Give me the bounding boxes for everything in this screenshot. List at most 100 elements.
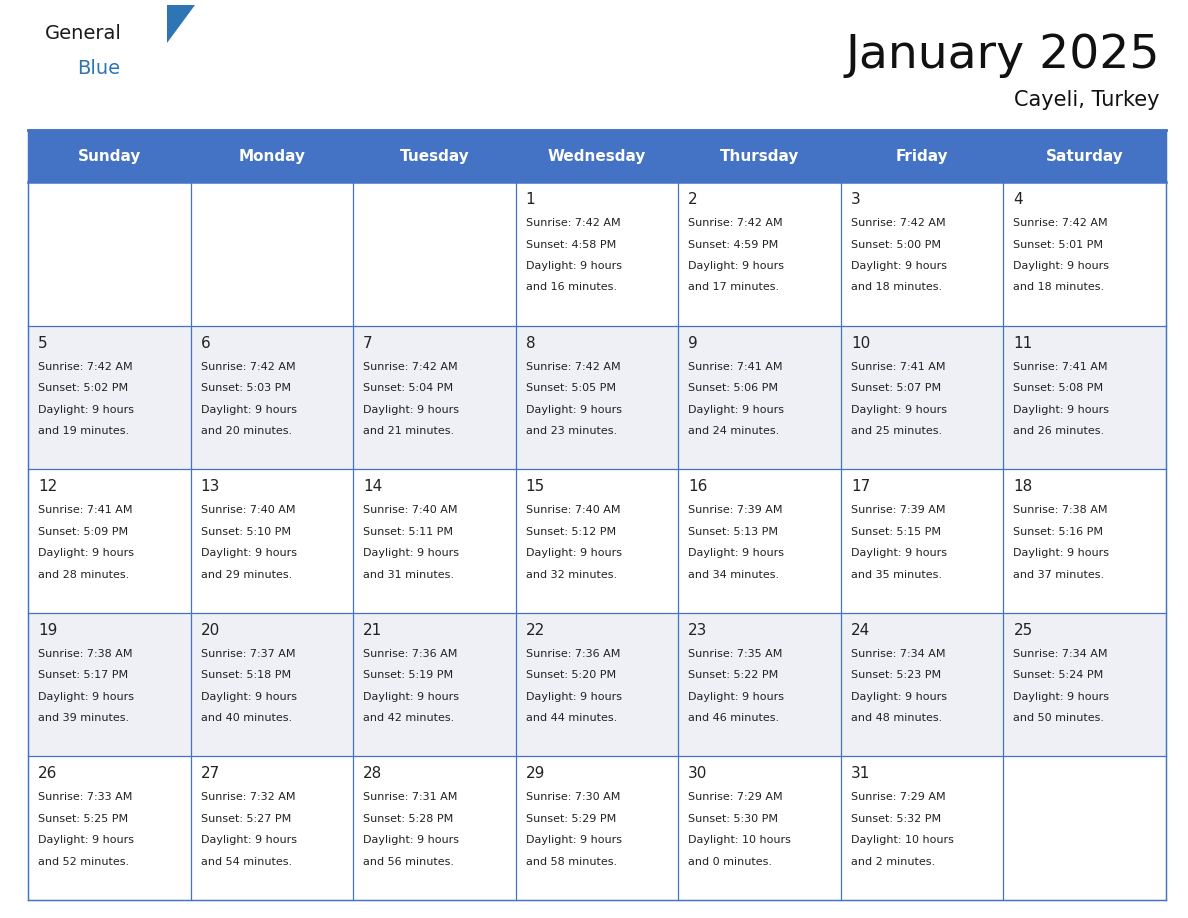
Text: Daylight: 9 hours: Daylight: 9 hours xyxy=(1013,261,1110,271)
Text: 16: 16 xyxy=(688,479,708,494)
Bar xyxy=(29,326,190,469)
Text: Daylight: 9 hours: Daylight: 9 hours xyxy=(688,261,784,271)
Bar xyxy=(190,756,353,900)
Text: Daylight: 9 hours: Daylight: 9 hours xyxy=(688,548,784,558)
Text: Daylight: 9 hours: Daylight: 9 hours xyxy=(688,405,784,415)
Bar xyxy=(516,469,678,613)
Bar xyxy=(1004,182,1165,326)
Text: and 20 minutes.: and 20 minutes. xyxy=(201,426,292,436)
Text: 14: 14 xyxy=(364,479,383,494)
Bar xyxy=(353,756,516,900)
Bar xyxy=(1004,130,1165,182)
Text: Sunset: 5:30 PM: Sunset: 5:30 PM xyxy=(688,814,778,823)
Text: Sunset: 5:23 PM: Sunset: 5:23 PM xyxy=(851,670,941,680)
Text: and 26 minutes.: and 26 minutes. xyxy=(1013,426,1105,436)
Text: Thursday: Thursday xyxy=(720,149,800,163)
Text: 20: 20 xyxy=(201,622,220,638)
Text: Sunrise: 7:29 AM: Sunrise: 7:29 AM xyxy=(851,792,946,802)
Text: Sunset: 5:00 PM: Sunset: 5:00 PM xyxy=(851,240,941,250)
Text: and 37 minutes.: and 37 minutes. xyxy=(1013,570,1105,579)
Text: and 31 minutes.: and 31 minutes. xyxy=(364,570,454,579)
Text: Sunset: 5:28 PM: Sunset: 5:28 PM xyxy=(364,814,454,823)
Text: 2: 2 xyxy=(688,192,697,207)
Text: Daylight: 9 hours: Daylight: 9 hours xyxy=(38,692,134,701)
Bar xyxy=(841,756,1004,900)
Polygon shape xyxy=(168,5,195,43)
Text: Sunset: 5:11 PM: Sunset: 5:11 PM xyxy=(364,527,453,537)
Text: and 18 minutes.: and 18 minutes. xyxy=(1013,283,1105,293)
Text: Sunrise: 7:29 AM: Sunrise: 7:29 AM xyxy=(688,792,783,802)
Bar xyxy=(678,756,841,900)
Text: Daylight: 9 hours: Daylight: 9 hours xyxy=(201,835,297,845)
Text: 8: 8 xyxy=(526,336,536,351)
Text: 10: 10 xyxy=(851,336,870,351)
Bar xyxy=(1004,613,1165,756)
Bar xyxy=(841,613,1004,756)
Bar xyxy=(29,130,190,182)
Bar xyxy=(678,469,841,613)
Text: and 21 minutes.: and 21 minutes. xyxy=(364,426,454,436)
Text: Daylight: 9 hours: Daylight: 9 hours xyxy=(526,692,621,701)
Text: and 35 minutes.: and 35 minutes. xyxy=(851,570,942,579)
Text: Sunrise: 7:33 AM: Sunrise: 7:33 AM xyxy=(38,792,132,802)
Text: Sunset: 5:08 PM: Sunset: 5:08 PM xyxy=(1013,383,1104,393)
Text: Sunrise: 7:36 AM: Sunrise: 7:36 AM xyxy=(526,649,620,659)
Bar xyxy=(678,613,841,756)
Text: Sunrise: 7:42 AM: Sunrise: 7:42 AM xyxy=(526,362,620,372)
Text: Blue: Blue xyxy=(77,59,120,78)
Text: Sunset: 5:25 PM: Sunset: 5:25 PM xyxy=(38,814,128,823)
Bar xyxy=(353,469,516,613)
Text: Sunday: Sunday xyxy=(77,149,141,163)
Text: 17: 17 xyxy=(851,479,870,494)
Text: 1: 1 xyxy=(526,192,536,207)
Text: Sunrise: 7:34 AM: Sunrise: 7:34 AM xyxy=(1013,649,1108,659)
Text: Sunset: 5:22 PM: Sunset: 5:22 PM xyxy=(688,670,778,680)
Text: and 52 minutes.: and 52 minutes. xyxy=(38,856,129,867)
Text: 27: 27 xyxy=(201,767,220,781)
Text: Cayeli, Turkey: Cayeli, Turkey xyxy=(1015,90,1159,110)
Text: Daylight: 9 hours: Daylight: 9 hours xyxy=(526,835,621,845)
Text: Sunrise: 7:32 AM: Sunrise: 7:32 AM xyxy=(201,792,295,802)
Text: and 32 minutes.: and 32 minutes. xyxy=(526,570,617,579)
Text: Daylight: 9 hours: Daylight: 9 hours xyxy=(1013,548,1110,558)
Bar xyxy=(29,469,190,613)
Text: and 46 minutes.: and 46 minutes. xyxy=(688,713,779,723)
Text: Daylight: 9 hours: Daylight: 9 hours xyxy=(201,405,297,415)
Bar xyxy=(841,182,1004,326)
Bar xyxy=(516,130,678,182)
Bar xyxy=(353,130,516,182)
Bar xyxy=(29,182,190,326)
Text: Sunset: 4:59 PM: Sunset: 4:59 PM xyxy=(688,240,778,250)
Text: Daylight: 9 hours: Daylight: 9 hours xyxy=(201,692,297,701)
Text: 5: 5 xyxy=(38,336,48,351)
Text: Sunrise: 7:40 AM: Sunrise: 7:40 AM xyxy=(201,505,295,515)
Text: Sunset: 5:03 PM: Sunset: 5:03 PM xyxy=(201,383,291,393)
Text: Sunrise: 7:41 AM: Sunrise: 7:41 AM xyxy=(1013,362,1108,372)
Bar xyxy=(353,613,516,756)
Text: 23: 23 xyxy=(688,622,708,638)
Text: Sunrise: 7:40 AM: Sunrise: 7:40 AM xyxy=(364,505,457,515)
Text: 9: 9 xyxy=(688,336,699,351)
Text: and 16 minutes.: and 16 minutes. xyxy=(526,283,617,293)
Text: Sunset: 5:07 PM: Sunset: 5:07 PM xyxy=(851,383,941,393)
Text: 28: 28 xyxy=(364,767,383,781)
Bar xyxy=(516,326,678,469)
Text: and 58 minutes.: and 58 minutes. xyxy=(526,856,617,867)
Text: 22: 22 xyxy=(526,622,545,638)
Text: Sunset: 5:24 PM: Sunset: 5:24 PM xyxy=(1013,670,1104,680)
Text: and 17 minutes.: and 17 minutes. xyxy=(688,283,779,293)
Text: Sunset: 5:20 PM: Sunset: 5:20 PM xyxy=(526,670,615,680)
Text: Sunset: 5:12 PM: Sunset: 5:12 PM xyxy=(526,527,615,537)
Text: Wednesday: Wednesday xyxy=(548,149,646,163)
Text: and 28 minutes.: and 28 minutes. xyxy=(38,570,129,579)
Text: Sunset: 5:06 PM: Sunset: 5:06 PM xyxy=(688,383,778,393)
Text: 21: 21 xyxy=(364,622,383,638)
Bar xyxy=(190,182,353,326)
Text: Tuesday: Tuesday xyxy=(399,149,469,163)
Text: and 54 minutes.: and 54 minutes. xyxy=(201,856,292,867)
Text: Sunrise: 7:34 AM: Sunrise: 7:34 AM xyxy=(851,649,946,659)
Text: and 25 minutes.: and 25 minutes. xyxy=(851,426,942,436)
Text: and 48 minutes.: and 48 minutes. xyxy=(851,713,942,723)
Text: Sunset: 5:10 PM: Sunset: 5:10 PM xyxy=(201,527,291,537)
Text: Sunset: 5:02 PM: Sunset: 5:02 PM xyxy=(38,383,128,393)
